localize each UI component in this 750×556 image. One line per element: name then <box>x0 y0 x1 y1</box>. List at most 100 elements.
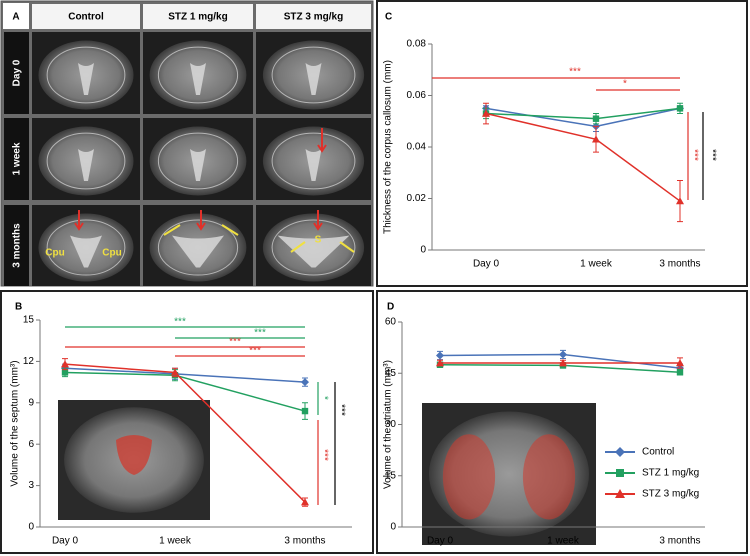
y-tick-label: 0 <box>390 522 396 533</box>
significance-label: * <box>318 396 329 400</box>
marker <box>61 369 69 376</box>
y-tick-label: 60 <box>385 317 397 328</box>
y-tick-label: 30 <box>385 419 397 430</box>
significance-label: *** <box>229 337 241 348</box>
column-header-bg <box>143 4 253 29</box>
significance-label: *** <box>254 328 266 339</box>
panel-letter: D <box>387 302 394 313</box>
marker <box>61 360 69 368</box>
y-tick-label: 0.06 <box>407 90 427 101</box>
y-tick-label: 3 <box>28 480 34 491</box>
arrow <box>163 224 181 236</box>
arrow-head <box>317 144 327 153</box>
significance-label: *** <box>688 149 699 161</box>
arrow-head <box>196 222 206 231</box>
cortex-line <box>157 46 239 104</box>
column-header: STZ 1 mg/kg <box>168 12 227 23</box>
column-header-bg <box>256 4 371 29</box>
cortex-line <box>271 219 356 276</box>
marker <box>592 115 600 122</box>
y-tick-label: 15 <box>23 315 35 326</box>
x-tick-label: 1 week <box>547 536 580 547</box>
cortex-line <box>157 132 239 190</box>
column-header: STZ 3 mg/kg <box>284 12 343 23</box>
marker <box>676 359 684 367</box>
significance-label: *** <box>318 449 329 461</box>
significance-label: *** <box>174 317 186 328</box>
column-header-bg <box>32 4 140 29</box>
panel-letter: B <box>15 302 22 313</box>
significance-label: *** <box>335 404 346 416</box>
ventricle <box>305 149 322 181</box>
significance-label: * <box>623 79 627 90</box>
marker <box>559 350 567 359</box>
row-header-bg <box>4 205 29 286</box>
y-tick-label: 45 <box>385 368 397 379</box>
x-tick-label: Day 0 <box>52 536 79 547</box>
marker <box>482 109 490 117</box>
arrow <box>290 241 306 253</box>
y-tick-label: 0 <box>28 522 34 533</box>
significance-label: *** <box>706 149 717 161</box>
x-tick-label: 3 months <box>659 536 700 547</box>
marker <box>436 359 444 367</box>
region-label: S <box>315 235 322 246</box>
cortex-line <box>271 132 356 190</box>
ventricle <box>70 235 102 268</box>
marker <box>559 359 567 367</box>
ventricle <box>78 63 94 95</box>
y-axis-label: Volume of the septum (mm³) <box>10 360 21 486</box>
legend-label: STZ 1 mg/kg <box>642 468 699 479</box>
row-header: 1 week <box>12 142 23 175</box>
region-label: Cpu <box>45 248 64 259</box>
significance-label: *** <box>249 346 261 357</box>
marker <box>436 351 444 360</box>
marker <box>676 197 684 205</box>
cortex-line <box>46 46 126 104</box>
y-tick-label: 0.08 <box>407 39 427 50</box>
legend-marker <box>615 447 625 457</box>
y-tick-label: 6 <box>28 439 34 450</box>
cortex-line <box>271 46 356 104</box>
legend-marker <box>616 469 624 477</box>
y-axis-label: Thickness of the corpus callosum (mm) <box>383 60 394 234</box>
ventricle <box>78 149 94 181</box>
significance-label: *** <box>569 67 581 78</box>
panel-letter-bg <box>3 3 29 29</box>
cortex-line <box>46 132 126 190</box>
arrow <box>339 241 355 253</box>
y-tick-label: 15 <box>385 470 397 481</box>
septum-overlay <box>116 435 152 475</box>
ventricle <box>277 235 350 268</box>
x-tick-label: Day 0 <box>473 259 500 270</box>
y-tick-label: 12 <box>23 356 35 367</box>
x-tick-label: Day 0 <box>427 536 454 547</box>
y-tick-label: 9 <box>28 397 34 408</box>
marker <box>301 498 309 506</box>
legend-marker <box>615 489 625 498</box>
row-header-bg <box>4 32 29 114</box>
y-axis-label: Volume of the striatum (mm³) <box>383 360 394 489</box>
marker <box>676 105 684 112</box>
legend-label: STZ 3 mg/kg <box>642 489 699 500</box>
arrow-head <box>74 222 84 231</box>
region-label: Cpu <box>102 248 121 259</box>
column-header: Control <box>68 12 104 23</box>
row-header-bg <box>4 118 29 200</box>
y-tick-label: 0.02 <box>407 193 427 204</box>
arrow <box>221 224 239 236</box>
cortex-line <box>46 219 126 276</box>
x-tick-label: 1 week <box>580 259 613 270</box>
striatum-overlay <box>522 434 576 520</box>
marker <box>171 368 179 376</box>
marker <box>301 407 309 415</box>
ventricle <box>305 63 322 95</box>
striatum-overlay <box>442 434 496 520</box>
legend-label: Control <box>642 447 674 458</box>
arrow-head <box>313 222 323 231</box>
marker <box>592 135 600 143</box>
panel-c-frame <box>376 0 748 287</box>
ventricle <box>190 149 206 181</box>
ventricle <box>190 63 206 95</box>
